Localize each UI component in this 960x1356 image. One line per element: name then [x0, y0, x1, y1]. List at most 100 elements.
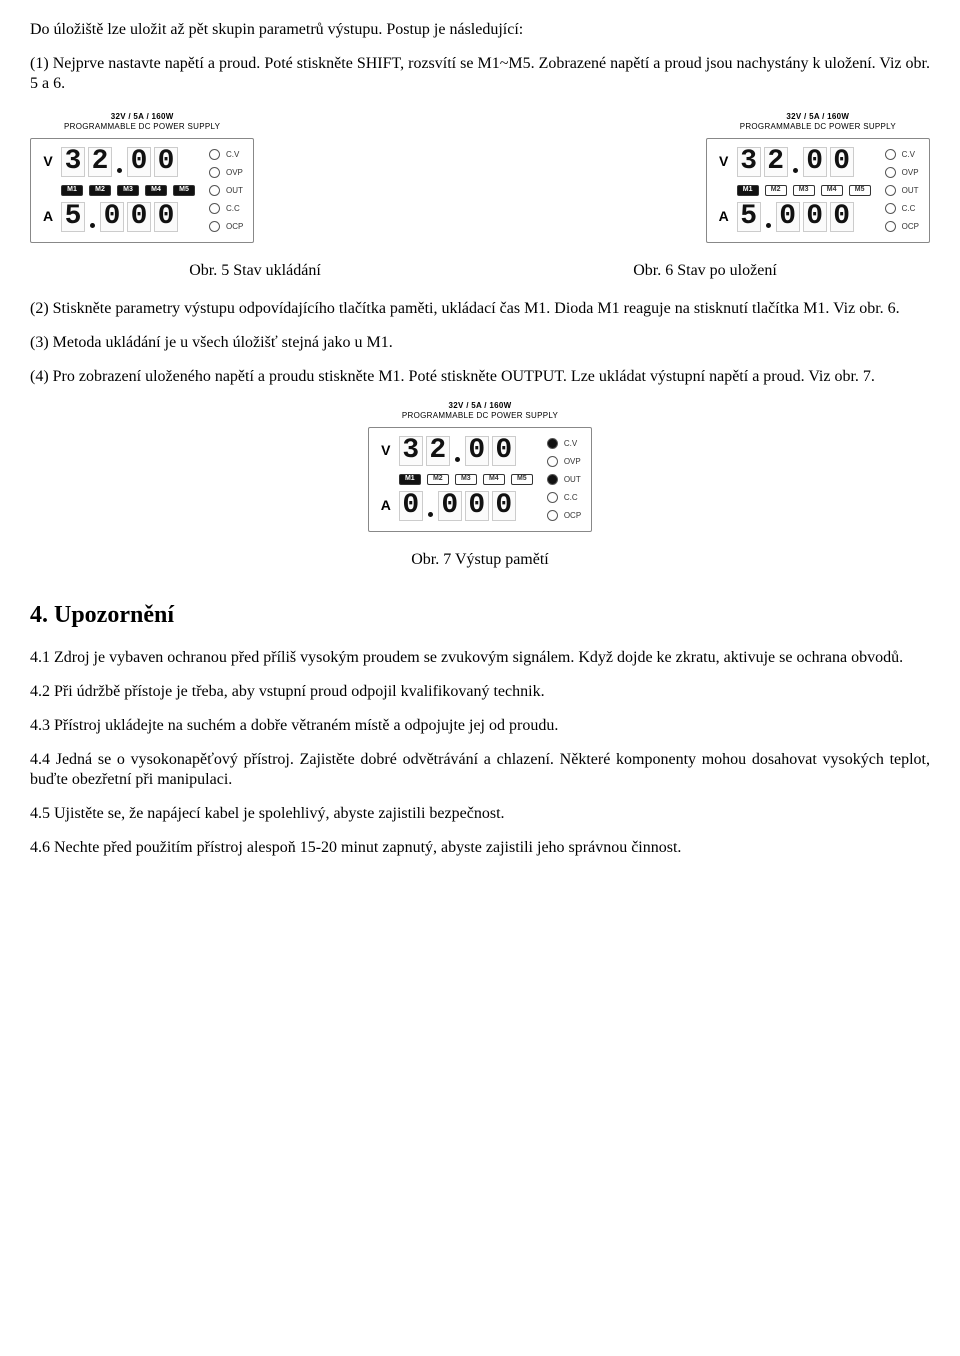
- psu-header: 32V / 5A / 160WPROGRAMMABLE DC POWER SUP…: [30, 112, 254, 132]
- led-row-ovp: OVP: [547, 456, 581, 467]
- memory-badge-m2: M2: [765, 185, 787, 196]
- led-row-ovp: OVP: [885, 167, 919, 178]
- led-row-ocp: OCP: [885, 221, 919, 232]
- led-row-cc: C.C: [885, 203, 919, 214]
- led-indicator-icon: [547, 510, 558, 521]
- paragraph-4-2: 4.2 Při údržbě přístoje je třeba, aby vs…: [30, 682, 930, 702]
- paragraph-step1: (1) Nejprve nastavte napětí a proud. Pot…: [30, 54, 930, 94]
- led-indicator-icon: [209, 167, 220, 178]
- psu-voltage-display: 3200: [737, 147, 854, 177]
- led-label: OUT: [564, 475, 581, 485]
- segment-digit: 2: [764, 147, 788, 177]
- memory-badge-m1: M1: [737, 185, 759, 196]
- segment-digit: 0: [492, 436, 516, 466]
- led-indicator-icon: [547, 492, 558, 503]
- led-label: C.C: [902, 204, 916, 214]
- memory-badge-m2: M2: [89, 185, 111, 196]
- figure-row-5-6: 32V / 5A / 160WPROGRAMMABLE DC POWER SUP…: [30, 112, 930, 243]
- memory-badge-m3: M3: [793, 185, 815, 196]
- memory-badge-m5: M5: [173, 185, 195, 196]
- led-row-ovp: OVP: [209, 167, 243, 178]
- psu-led-column: C.V OVP OUT C.C OCP: [885, 147, 919, 232]
- paragraph-intro: Do úložiště lze uložit až pět skupin par…: [30, 20, 930, 40]
- led-label: OVP: [226, 168, 243, 178]
- segment-digit: 0: [127, 202, 151, 232]
- decimal-point-icon: [766, 223, 771, 228]
- figure-7: 32V / 5A / 160WPROGRAMMABLE DC POWER SUP…: [30, 401, 930, 532]
- psu-header: 32V / 5A / 160WPROGRAMMABLE DC POWER SUP…: [368, 401, 592, 421]
- psu-voltage-row: V 3200: [41, 147, 195, 177]
- heading-4: 4. Upozornění: [30, 600, 930, 630]
- segment-digit: 0: [465, 491, 489, 521]
- psu-panel: V3200M1M2M3M4M5A5000C.VOVPOUTC.COCP: [30, 138, 254, 243]
- led-indicator-icon: [209, 203, 220, 214]
- paragraph-4-6: 4.6 Nechte před použitím přístroj alespo…: [30, 838, 930, 858]
- segment-digit: 0: [803, 202, 827, 232]
- psu-current-row: A0000: [379, 491, 533, 521]
- led-indicator-icon: [209, 185, 220, 196]
- paragraph-step3: (3) Metoda ukládání je u všech úložišť s…: [30, 333, 930, 353]
- segment-digit: 0: [465, 436, 489, 466]
- figure-5: 32V / 5A / 160WPROGRAMMABLE DC POWER SUP…: [30, 112, 254, 243]
- unit-v: V: [41, 153, 55, 171]
- memory-badge-m4: M4: [483, 474, 505, 485]
- led-label: C.C: [564, 493, 578, 503]
- memory-badge-m5: M5: [511, 474, 533, 485]
- paragraph-4-5: 4.5 Ujistěte se, že napájecí kabel je sp…: [30, 804, 930, 824]
- led-label: C.C: [226, 204, 240, 214]
- led-row-cv: C.V: [885, 149, 919, 160]
- psu-current-row: A5000: [717, 202, 871, 232]
- memory-badge-m4: M4: [821, 185, 843, 196]
- psu-current-display: 5000: [61, 202, 178, 232]
- decimal-point-icon: [117, 168, 122, 173]
- led-row-cv: C.V: [209, 149, 243, 160]
- led-label: OVP: [902, 168, 919, 178]
- led-label: OUT: [226, 186, 243, 196]
- led-label: OCP: [564, 511, 581, 521]
- segment-digit: 0: [154, 147, 178, 177]
- segment-digit: 0: [776, 202, 800, 232]
- led-row-out: OUT: [209, 185, 243, 196]
- paragraph-step4: (4) Pro zobrazení uloženého napětí a pro…: [30, 367, 930, 387]
- decimal-point-icon: [90, 223, 95, 228]
- memory-badge-m4: M4: [145, 185, 167, 196]
- memory-badge-m2: M2: [427, 474, 449, 485]
- segment-digit: 0: [830, 202, 854, 232]
- led-row-cc: C.C: [209, 203, 243, 214]
- segment-digit: 0: [803, 147, 827, 177]
- unit-v: V: [717, 153, 731, 171]
- led-indicator-icon: [547, 456, 558, 467]
- led-row-ocp: OCP: [547, 510, 581, 521]
- segment-digit: 0: [399, 491, 423, 521]
- segment-digit: 3: [737, 147, 761, 177]
- psu-voltage-row: V3200: [717, 147, 871, 177]
- psu-current-row: A5000: [41, 202, 195, 232]
- psu-header: 32V / 5A / 160WPROGRAMMABLE DC POWER SUP…: [706, 112, 930, 132]
- led-indicator-icon: [209, 149, 220, 160]
- led-row-out: OUT: [885, 185, 919, 196]
- segment-digit: 0: [127, 147, 151, 177]
- psu-voltage-row: V3200: [379, 436, 533, 466]
- unit-a: A: [379, 497, 393, 515]
- segment-digit: 0: [100, 202, 124, 232]
- led-indicator-icon: [885, 185, 896, 196]
- paragraph-4-3: 4.3 Přístroj ukládejte na suchém a dobře…: [30, 716, 930, 736]
- led-indicator-icon: [547, 474, 558, 485]
- paragraph-step2: (2) Stiskněte parametry výstupu odpovída…: [30, 299, 930, 319]
- led-indicator-icon: [547, 438, 558, 449]
- psu-current-display: 0000: [399, 491, 516, 521]
- segment-digit: 2: [426, 436, 450, 466]
- led-label: OUT: [902, 186, 919, 196]
- decimal-point-icon: [455, 457, 460, 462]
- led-label: C.V: [226, 150, 239, 160]
- psu-voltage-display: 3200: [61, 147, 178, 177]
- memory-badge-m1: M1: [61, 185, 83, 196]
- segment-digit: 0: [830, 147, 854, 177]
- segment-digit: 2: [88, 147, 112, 177]
- led-row-cc: C.C: [547, 492, 581, 503]
- decimal-point-icon: [793, 168, 798, 173]
- led-indicator-icon: [885, 203, 896, 214]
- figure-6: 32V / 5A / 160WPROGRAMMABLE DC POWER SUP…: [706, 112, 930, 243]
- led-indicator-icon: [209, 221, 220, 232]
- led-indicator-icon: [885, 149, 896, 160]
